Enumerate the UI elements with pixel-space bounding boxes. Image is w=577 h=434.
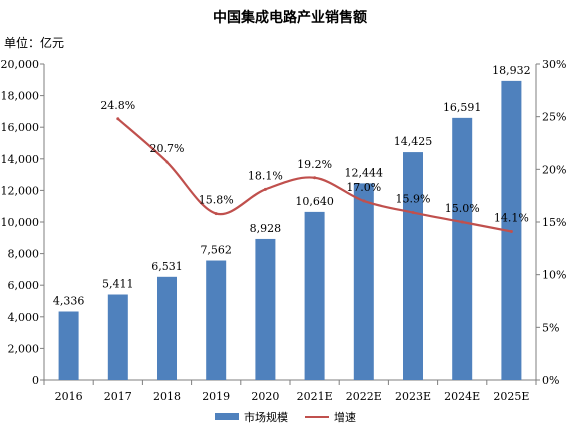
bar-value-label: 14,425 <box>394 135 433 148</box>
bar-value-label: 12,444 <box>345 166 384 179</box>
growth-value-label: 18.1% <box>248 169 283 182</box>
bar <box>206 260 227 380</box>
y-left-tick-label: 10,000 <box>1 216 40 229</box>
y-left-tick-label: 4,000 <box>8 311 40 324</box>
bar <box>304 211 325 380</box>
bar-value-label: 10,640 <box>295 195 334 208</box>
growth-point <box>313 176 317 180</box>
bar-value-label: 4,336 <box>53 294 85 307</box>
x-tick-label: 2024E <box>444 390 480 403</box>
y-right-tick-label: 10% <box>542 269 566 282</box>
bar <box>157 276 177 380</box>
growth-point <box>263 187 267 191</box>
bar-value-label: 6,531 <box>151 260 183 273</box>
x-tick-label: 2022E <box>346 390 382 403</box>
bar <box>107 294 128 380</box>
x-tick-label: 2017 <box>104 390 132 403</box>
growth-value-label: 15.0% <box>445 202 480 215</box>
x-tick-label: 2025E <box>493 390 529 403</box>
legend-label-market: 市场规模 <box>244 410 288 424</box>
growth-value-label: 24.8% <box>100 99 135 112</box>
growth-point <box>509 229 513 233</box>
bar <box>353 183 374 380</box>
bar <box>58 311 79 380</box>
growth-point <box>362 199 366 203</box>
y-right-tick-label: 25% <box>542 111 566 124</box>
bar-series <box>58 80 522 381</box>
y-right-tick-label: 5% <box>542 321 559 334</box>
legend-label-growth: 增速 <box>334 410 356 424</box>
bar-value-label: 5,411 <box>102 278 134 291</box>
legend-swatch-market <box>215 413 239 420</box>
growth-value-label: 17.0% <box>346 181 381 194</box>
growth-point <box>460 220 464 224</box>
growth-point <box>165 160 169 164</box>
growth-value-label: 20.7% <box>150 142 185 155</box>
growth-point <box>214 212 218 216</box>
bar-value-label: 16,591 <box>443 101 482 114</box>
line-series <box>116 117 513 233</box>
legend: 市场规模 增速 <box>215 410 356 424</box>
unit-label: 单位：亿元 <box>4 35 64 50</box>
bar <box>255 238 276 380</box>
growth-point <box>411 211 415 215</box>
data-labels: 4,336 5,411 6,531 7,562 8,928 10,640 12,444 14,… <box>53 64 531 308</box>
x-tick-label: 2020 <box>251 390 279 403</box>
y-left-tick-label: 8,000 <box>8 248 40 261</box>
y-left-tick-label: 0 <box>32 374 39 387</box>
y-right-tick-label: 30% <box>542 58 566 71</box>
y-left-tick-label: 18,000 <box>1 90 40 103</box>
y-right-tick-label: 0% <box>542 374 559 387</box>
growth-value-label: 14.1% <box>494 211 529 224</box>
y-left-tick-label: 20,000 <box>1 58 40 71</box>
bar-value-label: 18,932 <box>492 64 531 77</box>
growth-value-label: 15.8% <box>199 194 234 207</box>
growth-value-label: 19.2% <box>297 158 332 171</box>
x-tick-label: 2016 <box>55 390 83 403</box>
bar <box>403 152 423 380</box>
chart-title: 中国集成电路产业销售额 <box>213 9 367 26</box>
y-left-tick-label: 16,000 <box>1 121 40 134</box>
x-tick-label: 2023E <box>395 390 431 403</box>
y-right-tick-label: 15% <box>542 216 566 229</box>
bar <box>452 117 473 381</box>
y-left-tick-label: 6,000 <box>8 279 40 292</box>
growth-point <box>116 117 120 121</box>
axes: 0 2,000 4,000 6,000 8,000 10,000 12,000 14,000 1… <box>1 58 567 403</box>
x-tick-label: 2018 <box>153 390 181 403</box>
bar-value-label: 7,562 <box>200 244 232 257</box>
bar-value-label: 8,928 <box>250 222 282 235</box>
y-left-tick-label: 2,000 <box>8 342 40 355</box>
x-tick-label: 2021E <box>297 390 333 403</box>
x-tick-label: 2019 <box>202 390 230 403</box>
y-left-tick-label: 12,000 <box>1 184 40 197</box>
growth-value-label: 15.9% <box>396 193 431 206</box>
y-right-tick-label: 20% <box>542 163 566 176</box>
y-left-tick-label: 14,000 <box>1 153 40 166</box>
